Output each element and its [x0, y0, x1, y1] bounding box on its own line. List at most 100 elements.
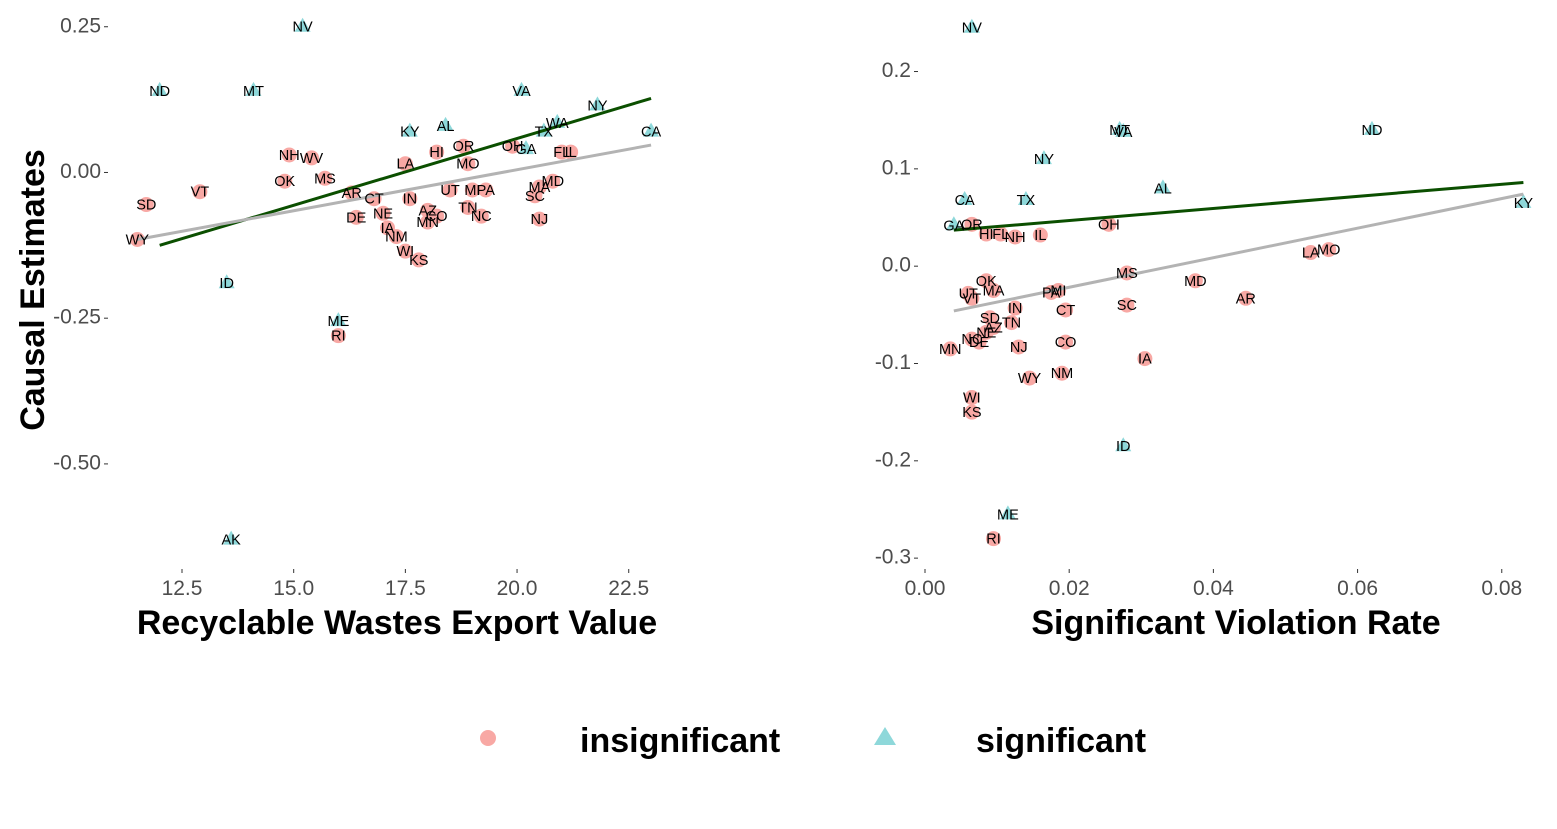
- point-label-nd: ND: [1362, 123, 1383, 139]
- point-significant-nv: [963, 18, 980, 33]
- point-insignificant-sc: [527, 188, 543, 204]
- point-insignificant-hi: [978, 226, 994, 242]
- point-label-az: AZ: [984, 320, 1003, 336]
- point-insignificant-de: [348, 209, 364, 225]
- legend-significant-marker: [874, 727, 896, 745]
- point-insignificant-fl: [993, 226, 1009, 242]
- point-label-wy: WY: [126, 232, 150, 248]
- point-label-wy: WY: [1018, 371, 1042, 387]
- point-label-ma: MA: [529, 180, 551, 196]
- point-label-ks: KS: [962, 405, 981, 421]
- point-insignificant-la: [1303, 245, 1319, 261]
- point-significant-ny: [1035, 150, 1052, 165]
- point-label-co: CO: [1055, 335, 1077, 351]
- point-label-ga: GA: [516, 142, 537, 158]
- y-tick-label: -0.1: [875, 351, 911, 374]
- point-label-al: AL: [1154, 181, 1172, 197]
- point-label-ut: UT: [440, 183, 459, 199]
- point-significant-id: [218, 274, 235, 289]
- point-insignificant-sc: [1119, 297, 1135, 313]
- x-axis-label: Significant Violation Rate: [1031, 604, 1440, 642]
- point-label-nj: NJ: [531, 212, 549, 228]
- point-insignificant-nm: [1054, 365, 1070, 381]
- point-insignificant-ks: [411, 252, 427, 268]
- x-tick-label: 0.06: [1337, 577, 1378, 600]
- x-tick-label: 0.00: [905, 577, 946, 600]
- point-insignificant-wi: [964, 390, 980, 406]
- x-tick-label: 0.02: [1049, 577, 1090, 600]
- point-label-sc: SC: [1117, 298, 1137, 314]
- point-label-nm: NM: [385, 230, 408, 246]
- point-label-nv: NV: [293, 20, 313, 36]
- point-label-il: IL: [1034, 228, 1046, 244]
- point-label-mn: MN: [416, 215, 439, 231]
- point-significant-al: [437, 116, 454, 131]
- y-tick-label: 0.1: [882, 156, 911, 179]
- shared-y-axis-label: Causal Estimates: [14, 149, 52, 431]
- point-label-nm: NM: [1051, 366, 1074, 382]
- point-label-tx: TX: [535, 125, 554, 141]
- point-label-mo: MO: [456, 157, 479, 173]
- point-significant-va: [513, 81, 530, 96]
- point-insignificant-mn: [420, 214, 436, 230]
- point-insignificant-ms: [317, 170, 333, 186]
- point-significant-al: [1154, 179, 1171, 194]
- point-significant-me: [999, 505, 1016, 520]
- point-insignificant-co: [1058, 334, 1074, 350]
- point-insignificant-nm: [388, 229, 404, 245]
- point-insignificant-pa: [478, 182, 494, 198]
- point-insignificant-ut: [442, 182, 458, 198]
- point-label-ny: NY: [587, 98, 607, 114]
- point-insignificant-ri: [985, 531, 1001, 547]
- point-significant-mt: [245, 81, 262, 96]
- right-scatter-panel: 0.2 0.1 0.0 -0.1 -0.2 -0.3 0.00 0.02 0.04 0.06 0.0…: [875, 18, 1533, 642]
- point-insignificant-sd: [138, 197, 154, 213]
- point-label-ca: CA: [955, 193, 975, 209]
- point-label-nj: NJ: [1010, 340, 1028, 356]
- point-significant-ky: [1515, 193, 1532, 208]
- point-label-ar: AR: [1236, 291, 1256, 307]
- point-significant-me: [330, 312, 347, 327]
- point-insignificant-hi: [429, 144, 445, 160]
- point-insignificant-ct: [1058, 302, 1074, 318]
- point-label-de: DE: [346, 210, 366, 226]
- y-tick-label: 0.25: [60, 14, 101, 37]
- y-tick-label: -0.50: [53, 451, 101, 474]
- point-label-id: ID: [219, 276, 234, 292]
- point-label-la: LA: [1302, 246, 1320, 262]
- point-label-me: ME: [997, 507, 1019, 523]
- point-insignificant-nh: [1007, 229, 1023, 245]
- point-label-ga: GA: [943, 218, 964, 234]
- point-insignificant-nj: [1011, 339, 1027, 355]
- point-significant-tx: [1017, 190, 1034, 205]
- point-significant-ga: [945, 216, 962, 231]
- point-label-mn: MN: [939, 342, 962, 358]
- point-label-nc: NC: [471, 209, 492, 225]
- point-insignificant-mi: [464, 182, 480, 198]
- legend-significant-label: significant: [976, 722, 1146, 760]
- point-insignificant-oh: [1101, 216, 1117, 232]
- point-label-ia: IA: [381, 221, 395, 237]
- point-label-ak: AK: [221, 533, 241, 549]
- point-label-ut: UT: [959, 286, 978, 302]
- point-insignificant-md: [1187, 273, 1203, 289]
- point-significant-nd: [151, 81, 168, 96]
- point-label-mt: MT: [1109, 123, 1130, 139]
- point-label-tx: TX: [1017, 193, 1036, 209]
- legend-insignificant-marker: [480, 730, 496, 746]
- point-significant-ak: [223, 530, 240, 545]
- point-insignificant-wy: [1022, 370, 1038, 386]
- point-label-nc: NC: [961, 332, 982, 348]
- point-significant-ga: [517, 140, 534, 155]
- point-significant-ky: [401, 122, 418, 137]
- point-label-fl: FL: [992, 227, 1009, 243]
- point-significant-ca: [956, 190, 973, 205]
- point-label-ok: OK: [976, 274, 997, 290]
- point-label-vt: VT: [191, 185, 210, 201]
- point-significant-va: [1115, 122, 1132, 137]
- point-insignificant-il: [1032, 227, 1048, 243]
- point-label-oh: OH: [502, 139, 524, 155]
- point-label-il: IL: [565, 145, 577, 161]
- point-insignificant-ks: [964, 404, 980, 420]
- point-label-ri: RI: [986, 532, 1001, 548]
